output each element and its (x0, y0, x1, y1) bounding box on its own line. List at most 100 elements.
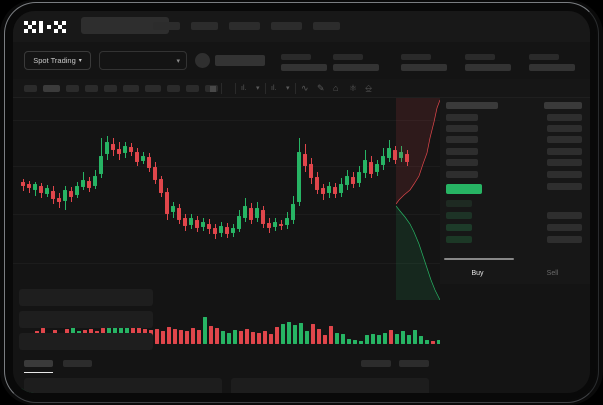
order-book-size-cell[interactable] (547, 183, 582, 190)
candle-body (165, 192, 170, 214)
compare-icon[interactable]: ıl. (271, 85, 277, 92)
order-book-ask-row[interactable] (446, 171, 478, 178)
okx-logo[interactable] (24, 21, 69, 33)
candle-body (105, 142, 110, 154)
interval-chip-2[interactable] (43, 85, 60, 92)
market-stat-1 (281, 54, 327, 71)
nav-item-3[interactable] (229, 22, 260, 30)
indicator-label-icon[interactable]: ıl. (241, 85, 247, 92)
candle-body (363, 160, 368, 173)
order-book-ask-row[interactable] (446, 159, 478, 166)
order-book-size-cell[interactable] (547, 224, 582, 231)
bottom-card-left[interactable] (24, 378, 222, 393)
tab-sell[interactable]: Sell (546, 269, 559, 277)
settings-gear-icon[interactable]: ⚛ (349, 83, 358, 93)
volume-bar (119, 318, 124, 344)
order-book-size-cell[interactable] (547, 159, 582, 166)
chevron-down-icon[interactable]: ▾ (256, 85, 260, 92)
candle-body (225, 227, 230, 234)
candle-body (231, 228, 236, 233)
candle-body (387, 148, 392, 158)
volume-bar (263, 331, 268, 344)
order-book-size-cell[interactable] (547, 125, 582, 132)
order-book-ask-row[interactable] (446, 148, 478, 155)
interval-chip-7[interactable] (145, 85, 161, 92)
fullscreen-icon[interactable]: ⎒ (365, 83, 373, 93)
candle-body (345, 176, 350, 185)
candle-body (399, 152, 404, 158)
order-field-1[interactable] (19, 289, 153, 306)
bottom-card-right[interactable] (231, 378, 429, 393)
order-book-bid-row[interactable] (446, 212, 472, 219)
order-book-size-cell[interactable] (547, 236, 582, 243)
candle-body (141, 156, 146, 161)
toolbar-divider-2 (235, 83, 236, 94)
volume-bar (161, 331, 166, 344)
volume-bar (419, 336, 424, 344)
order-book-ask-row[interactable] (446, 114, 478, 121)
order-book-best-price[interactable] (446, 184, 482, 194)
market-stat-5 (529, 54, 575, 71)
order-book-scrollbar[interactable] (444, 258, 514, 260)
search-input[interactable] (81, 17, 169, 34)
order-book-size-cell[interactable] (547, 171, 582, 178)
interval-chip-4[interactable] (85, 85, 98, 92)
tab-buy[interactable]: Buy (471, 269, 484, 277)
volume-bar (431, 341, 436, 344)
order-book-bid-row[interactable] (446, 200, 472, 207)
order-book-ask-row[interactable] (446, 125, 478, 132)
order-book-ask-row[interactable] (446, 102, 498, 109)
tab-order-history[interactable] (63, 360, 92, 367)
volume-bar (287, 322, 292, 344)
market-stat-3 (401, 54, 447, 71)
candle-body (321, 188, 326, 194)
magnet-icon[interactable]: ⌂ (333, 83, 339, 93)
interval-chip-9[interactable] (186, 85, 199, 92)
nav-item-5[interactable] (313, 22, 340, 30)
order-book-panel[interactable] (440, 98, 590, 263)
order-book-ask-row[interactable] (446, 136, 478, 143)
chevron-down-icon: ▾ (176, 57, 180, 65)
interval-chip-5[interactable] (104, 85, 117, 92)
interval-chip-1[interactable] (24, 85, 37, 92)
candle-body (69, 191, 74, 197)
chevron-down-icon[interactable]: ▾ (286, 85, 290, 92)
interval-chip-3[interactable] (66, 85, 79, 92)
candle-body (87, 181, 92, 188)
volume-bar (395, 334, 400, 344)
order-book-size-cell[interactable] (547, 136, 582, 143)
interval-chip-6[interactable] (123, 85, 139, 92)
candlestick-type-icon[interactable] (210, 86, 216, 92)
order-book-bid-row[interactable] (446, 236, 472, 243)
order-book-bid-row[interactable] (446, 224, 472, 231)
panel-action-1[interactable] (361, 360, 391, 367)
volume-bar (233, 330, 238, 344)
interval-chip-8[interactable] (167, 85, 180, 92)
trading-mode-dropdown[interactable]: Spot Trading ▾ (24, 51, 91, 70)
candle-body (315, 177, 320, 190)
order-book-size-cell[interactable] (547, 148, 582, 155)
volume-bar (245, 329, 250, 344)
nav-item-2[interactable] (191, 22, 218, 30)
tab-open-orders[interactable] (24, 360, 53, 367)
order-book-size-cell[interactable] (547, 212, 582, 219)
trendline-icon[interactable]: ∿ (301, 83, 309, 93)
trading-pair-name (215, 55, 265, 66)
candle-body (375, 164, 380, 172)
market-stat-4 (465, 54, 511, 71)
candle-body (219, 226, 224, 233)
candle-body (129, 147, 134, 152)
panel-action-2[interactable] (399, 360, 429, 367)
order-field-3[interactable] (19, 333, 153, 350)
candle-body (27, 184, 32, 188)
trading-pair-select[interactable]: ▾ (99, 51, 187, 70)
volume-bar (323, 335, 328, 344)
order-field-2[interactable] (19, 311, 153, 328)
nav-item-4[interactable] (271, 22, 302, 30)
order-book-size-cell[interactable] (547, 114, 582, 121)
order-book-size-cell[interactable] (544, 102, 582, 109)
nav-item-1[interactable] (153, 22, 180, 30)
pencil-icon[interactable]: ✎ (317, 83, 325, 93)
volume-bar (377, 335, 382, 344)
volume-bar (257, 333, 262, 344)
